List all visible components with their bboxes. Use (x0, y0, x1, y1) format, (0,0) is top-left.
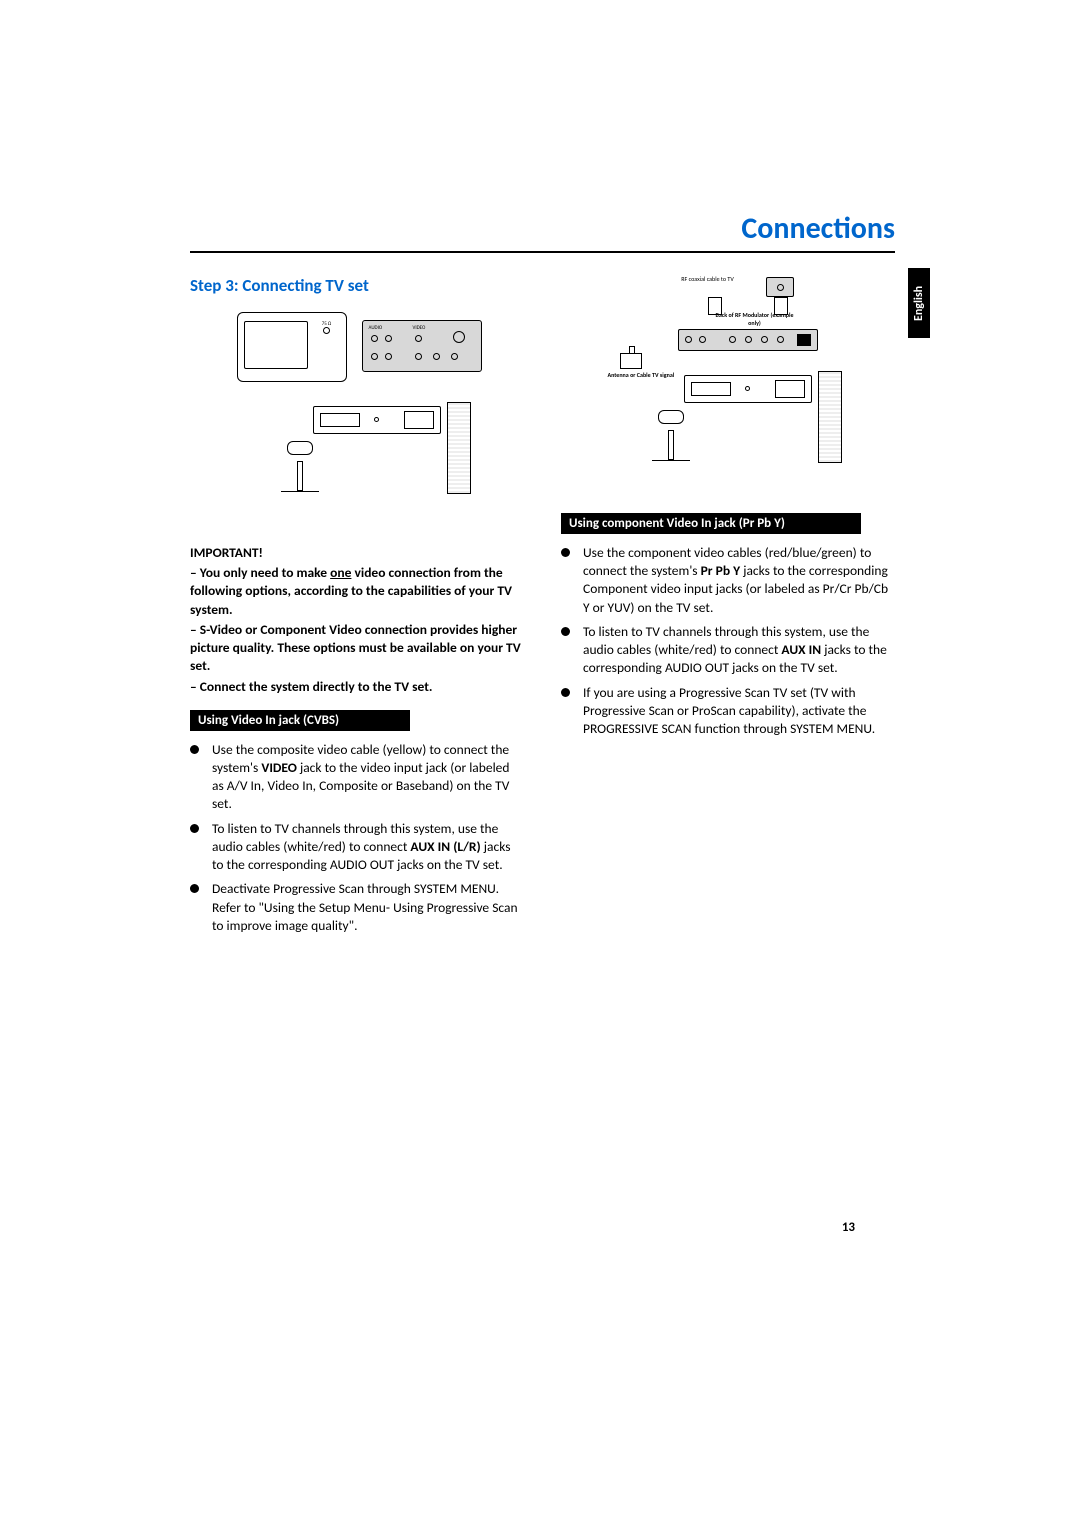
bullet-item: Deactivate Progressive Scan through SYST… (190, 880, 523, 935)
back-panel: AUDIO VIDEO (362, 320, 482, 372)
important-line-3: – Connect the system directly to the TV … (190, 678, 523, 696)
important-heading: IMPORTANT! (190, 544, 523, 562)
bullet-item: Use the component video cables (red/blue… (561, 544, 894, 617)
rf-cable-label: RF coaxial cable to TV (658, 275, 758, 283)
page-content: Connections Step 3: Connecting TV set 75… (190, 210, 895, 941)
left-column: Step 3: Connecting TV set 75 Ω AUDIO VID… (190, 275, 523, 941)
bullet-item: To listen to TV channels through this sy… (190, 820, 523, 875)
speaker-tower (447, 402, 471, 494)
diagram-rf-modulator: RF coaxial cable to TV Back of RF Modula… (598, 275, 858, 495)
page-number: 13 (0, 1220, 1080, 1235)
bullet-list-cvbs: Use the composite video cable (yellow) t… (190, 741, 523, 935)
important-line-2: – S-Video or Component Video connection … (190, 621, 523, 676)
stand-base-right (652, 460, 690, 461)
language-tab: English (908, 268, 930, 338)
antenna-label: Antenna or Cable TV signal (608, 371, 678, 379)
stand-pole-right (668, 430, 674, 460)
tv-back-small (766, 277, 794, 297)
two-column-layout: Step 3: Connecting TV set 75 Ω AUDIO VID… (190, 275, 895, 941)
bullet-list-component: Use the component video cables (red/blue… (561, 544, 894, 738)
important-block: IMPORTANT! – You only need to make one v… (190, 544, 523, 696)
rf-mod-label: Back of RF Modulator (example only) (710, 311, 800, 327)
page-title: Connections (190, 210, 895, 253)
section-bar-cvbs: Using Video In jack (CVBS) (190, 710, 410, 731)
section-bar-component: Using component Video In jack (Pr Pb Y) (561, 513, 861, 534)
dvd-system-box-right (684, 375, 812, 403)
tv-front: 75 Ω (237, 312, 347, 382)
antenna-plug-icon (620, 353, 642, 369)
bullet-item: To listen to TV channels through this sy… (561, 623, 894, 678)
stand-pole (297, 461, 303, 491)
remote-icon (287, 441, 313, 455)
tv-screen (244, 321, 308, 369)
bullet-item: If you are using a Progressive Scan TV s… (561, 684, 894, 739)
tv-side-panel: 75 Ω (312, 321, 342, 377)
right-column: RF coaxial cable to TV Back of RF Modula… (561, 275, 894, 941)
bullet-item: Use the composite video cable (yellow) t… (190, 741, 523, 814)
step-heading: Step 3: Connecting TV set (190, 275, 523, 296)
speaker-tower-right (818, 371, 842, 463)
stand-base (281, 491, 319, 492)
rf-modulator-box (678, 329, 818, 351)
diagram-tv-connection: 75 Ω AUDIO VIDEO (227, 306, 487, 526)
remote-icon-right (658, 410, 684, 424)
dvd-system-box (313, 406, 441, 434)
important-line-1: – You only need to make one video connec… (190, 564, 523, 619)
